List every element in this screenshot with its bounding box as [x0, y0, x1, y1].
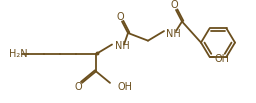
Text: OH: OH	[215, 54, 229, 64]
Text: O: O	[74, 82, 82, 92]
Text: H₂N: H₂N	[9, 49, 28, 59]
Text: O: O	[170, 0, 178, 10]
Text: OH: OH	[118, 82, 133, 92]
Text: O: O	[116, 12, 124, 22]
Text: NH: NH	[115, 41, 130, 51]
Text: NH: NH	[166, 29, 181, 39]
